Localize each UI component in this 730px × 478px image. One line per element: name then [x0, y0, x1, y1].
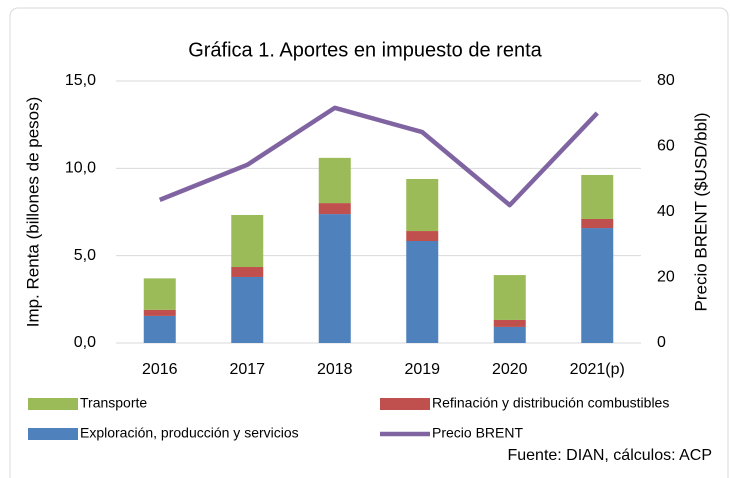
bar-segment — [581, 228, 614, 343]
bar-segment — [581, 218, 614, 229]
bar-segment — [406, 231, 439, 241]
x-tick-label: 2019 — [404, 361, 440, 378]
y-tick-label: 10,0 — [65, 160, 96, 177]
bar-segment — [231, 214, 264, 268]
legend-swatch — [28, 398, 78, 410]
x-tick-label: 2017 — [229, 361, 265, 378]
bar-segment — [493, 275, 526, 320]
legend-label: Transporte — [80, 395, 147, 411]
bar-segment — [406, 240, 439, 343]
legend-swatch — [28, 428, 78, 440]
chart-frame — [9, 7, 729, 478]
bar-segment — [143, 315, 176, 343]
bar-segment — [406, 178, 439, 232]
bar-segment — [143, 278, 176, 310]
bar-segment — [318, 203, 351, 215]
legend-swatch — [380, 398, 430, 410]
y-tick-label: 0,0 — [74, 334, 96, 351]
bar-segment — [231, 267, 264, 277]
x-tick-label: 2016 — [142, 361, 178, 378]
bar-segment — [143, 309, 176, 316]
y-tick-label: 5,0 — [74, 247, 96, 264]
y-axis-title: Imp. Renta (billones de pesos) — [23, 97, 42, 328]
y2-tick-label: 40 — [657, 203, 675, 220]
chart-title: Gráfica 1. Aportes en impuesto de renta — [188, 39, 542, 61]
bar-segment — [318, 157, 351, 204]
y2-tick-label: 60 — [657, 138, 675, 155]
legend-label: Precio BRENT — [432, 425, 523, 441]
bar-segment — [493, 326, 526, 343]
source: Fuente: DIAN, cálculos: ACP — [507, 447, 712, 464]
y2-tick-label: 0 — [657, 334, 666, 351]
x-tick-label: 2021(p) — [570, 361, 625, 378]
x-tick-label: 2020 — [492, 361, 528, 378]
legend-label: Refinación y distribución combustibles — [432, 395, 669, 411]
legend-label: Exploración, producción y servicios — [80, 425, 299, 441]
bar-segment — [318, 214, 351, 343]
line-series — [158, 105, 599, 208]
x-tick-label: 2018 — [317, 361, 353, 378]
bar-segment — [493, 319, 526, 327]
y2-tick-label: 20 — [657, 269, 675, 286]
y-tick-label: 15,0 — [65, 72, 96, 89]
bar-segment — [581, 174, 614, 219]
y2-axis-title: Precio BRENT ($USD/bbl) — [691, 112, 710, 311]
y2-tick-label: 80 — [657, 72, 675, 89]
bar-segment — [231, 276, 264, 343]
